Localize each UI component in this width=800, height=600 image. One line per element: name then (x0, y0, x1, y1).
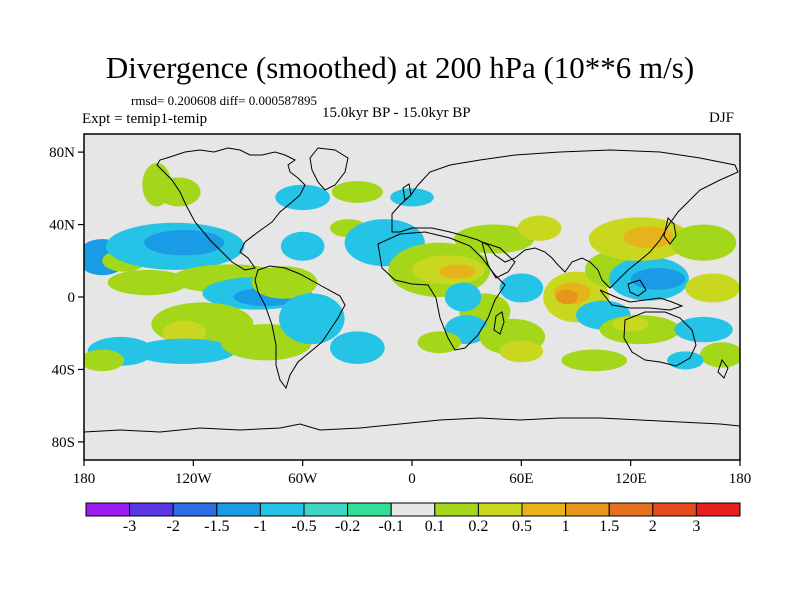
field-region (612, 316, 649, 332)
colorbar-label: 1.5 (599, 518, 620, 535)
period-label: 15.0kyr BP - 15.0kyr BP (322, 105, 471, 121)
field-region (331, 181, 383, 203)
colorbar-label: 0.5 (512, 518, 532, 535)
colorbar-swatch (390, 502, 436, 517)
field-region (517, 215, 562, 241)
lon-tick-label: 180 (73, 471, 96, 487)
colorbar-label: 2 (648, 518, 657, 535)
plot-title: Divergence (smoothed) at 200 hPa (10**6 … (105, 50, 695, 85)
field-region (439, 264, 476, 279)
field-region (275, 184, 330, 211)
colorbar-swatch (303, 502, 349, 517)
colorbar-label: -0.2 (334, 518, 361, 535)
field-region (670, 224, 737, 261)
lon-tick-label: 0 (408, 471, 416, 487)
field-region (84, 349, 125, 372)
colorbar-swatch (434, 502, 479, 517)
greenland-coast (309, 147, 349, 191)
field-region (499, 273, 544, 303)
borneo-coast (627, 279, 647, 297)
colorbar-swatch (608, 502, 654, 517)
arabia-coast (481, 241, 516, 279)
colorbar-label: -1.5 (204, 518, 230, 535)
australia-coast (623, 311, 697, 367)
field-region (685, 273, 740, 303)
field-region (133, 338, 236, 365)
lat-tick-label: 80S (52, 435, 75, 451)
field-region (499, 340, 544, 363)
colorbar-swatch (652, 502, 697, 517)
colorbar-swatch (259, 502, 305, 517)
field-region (561, 349, 628, 372)
field-region (699, 342, 740, 368)
field-region (674, 316, 733, 343)
field-region (278, 293, 345, 345)
colorbar-swatch (347, 502, 392, 517)
field-region (107, 269, 188, 296)
madagascar-coast (493, 311, 505, 335)
season-label: DJF (709, 110, 735, 126)
field-region (144, 229, 225, 256)
japan-coast (663, 217, 677, 245)
lon-tick-label: 60E (509, 471, 533, 487)
colorbar-swatch (216, 502, 261, 517)
colorbar-label: -0.5 (291, 518, 317, 535)
latitude-axis: 80N 40N 0 40S 80S (49, 145, 84, 451)
north-america-coast (156, 147, 306, 271)
field-region (142, 162, 172, 207)
colorbar (85, 502, 741, 517)
coastlines (84, 147, 740, 433)
field-region (555, 289, 578, 305)
indonesia-coast (599, 289, 684, 311)
lon-tick-label: 120W (175, 471, 213, 487)
colorbar-swatch (477, 502, 523, 517)
uk-coast (402, 183, 412, 201)
field-region (453, 224, 535, 254)
lat-tick-label: 80N (49, 145, 75, 161)
lon-tick-label: 180 (729, 471, 752, 487)
colorbar-swatch (85, 502, 131, 517)
field-region (630, 268, 686, 290)
field-region (390, 188, 434, 207)
experiment-label: Expt = temip1-temip (82, 111, 208, 127)
colorbar-swatch (695, 502, 741, 517)
stats-line: rmsd= 0.200608 diff= 0.000587895 (131, 93, 317, 108)
africa-coast (377, 231, 506, 351)
south-america-coast (254, 265, 346, 390)
antarctica-coast (84, 417, 740, 433)
lon-tick-label: 120E (615, 471, 647, 487)
field-region (280, 231, 325, 261)
colorbar-swatch (521, 502, 567, 517)
colorbar-swatch (565, 502, 610, 517)
lat-tick-label: 40S (52, 362, 75, 378)
eurasia-coast (391, 149, 739, 289)
colorbar-swatch (129, 502, 174, 517)
lon-tick-label: 60W (288, 471, 318, 487)
colorbar-label: 0.2 (468, 518, 489, 535)
lat-tick-label: 0 (68, 290, 76, 306)
lat-tick-label: 40N (49, 218, 75, 234)
colorbar-label: 0.1 (424, 518, 445, 535)
colorbar-label: 3 (692, 518, 701, 535)
field-region (417, 331, 462, 354)
field-region (330, 331, 385, 365)
new-zealand-coast (717, 358, 729, 379)
divergence-field (84, 162, 740, 372)
colorbar-swatch (172, 502, 218, 517)
field-region (623, 226, 675, 249)
colorbar-label: 1 (561, 518, 570, 535)
longitude-axis: 180 120W 60W 0 60E 120E 180 (73, 460, 752, 487)
colorbar-label: -1 (253, 518, 268, 535)
field-region (444, 282, 482, 312)
colorbar-label: -0.1 (378, 518, 404, 535)
colorbar-label: -3 (122, 518, 137, 535)
colorbar-label: -2 (166, 518, 180, 535)
